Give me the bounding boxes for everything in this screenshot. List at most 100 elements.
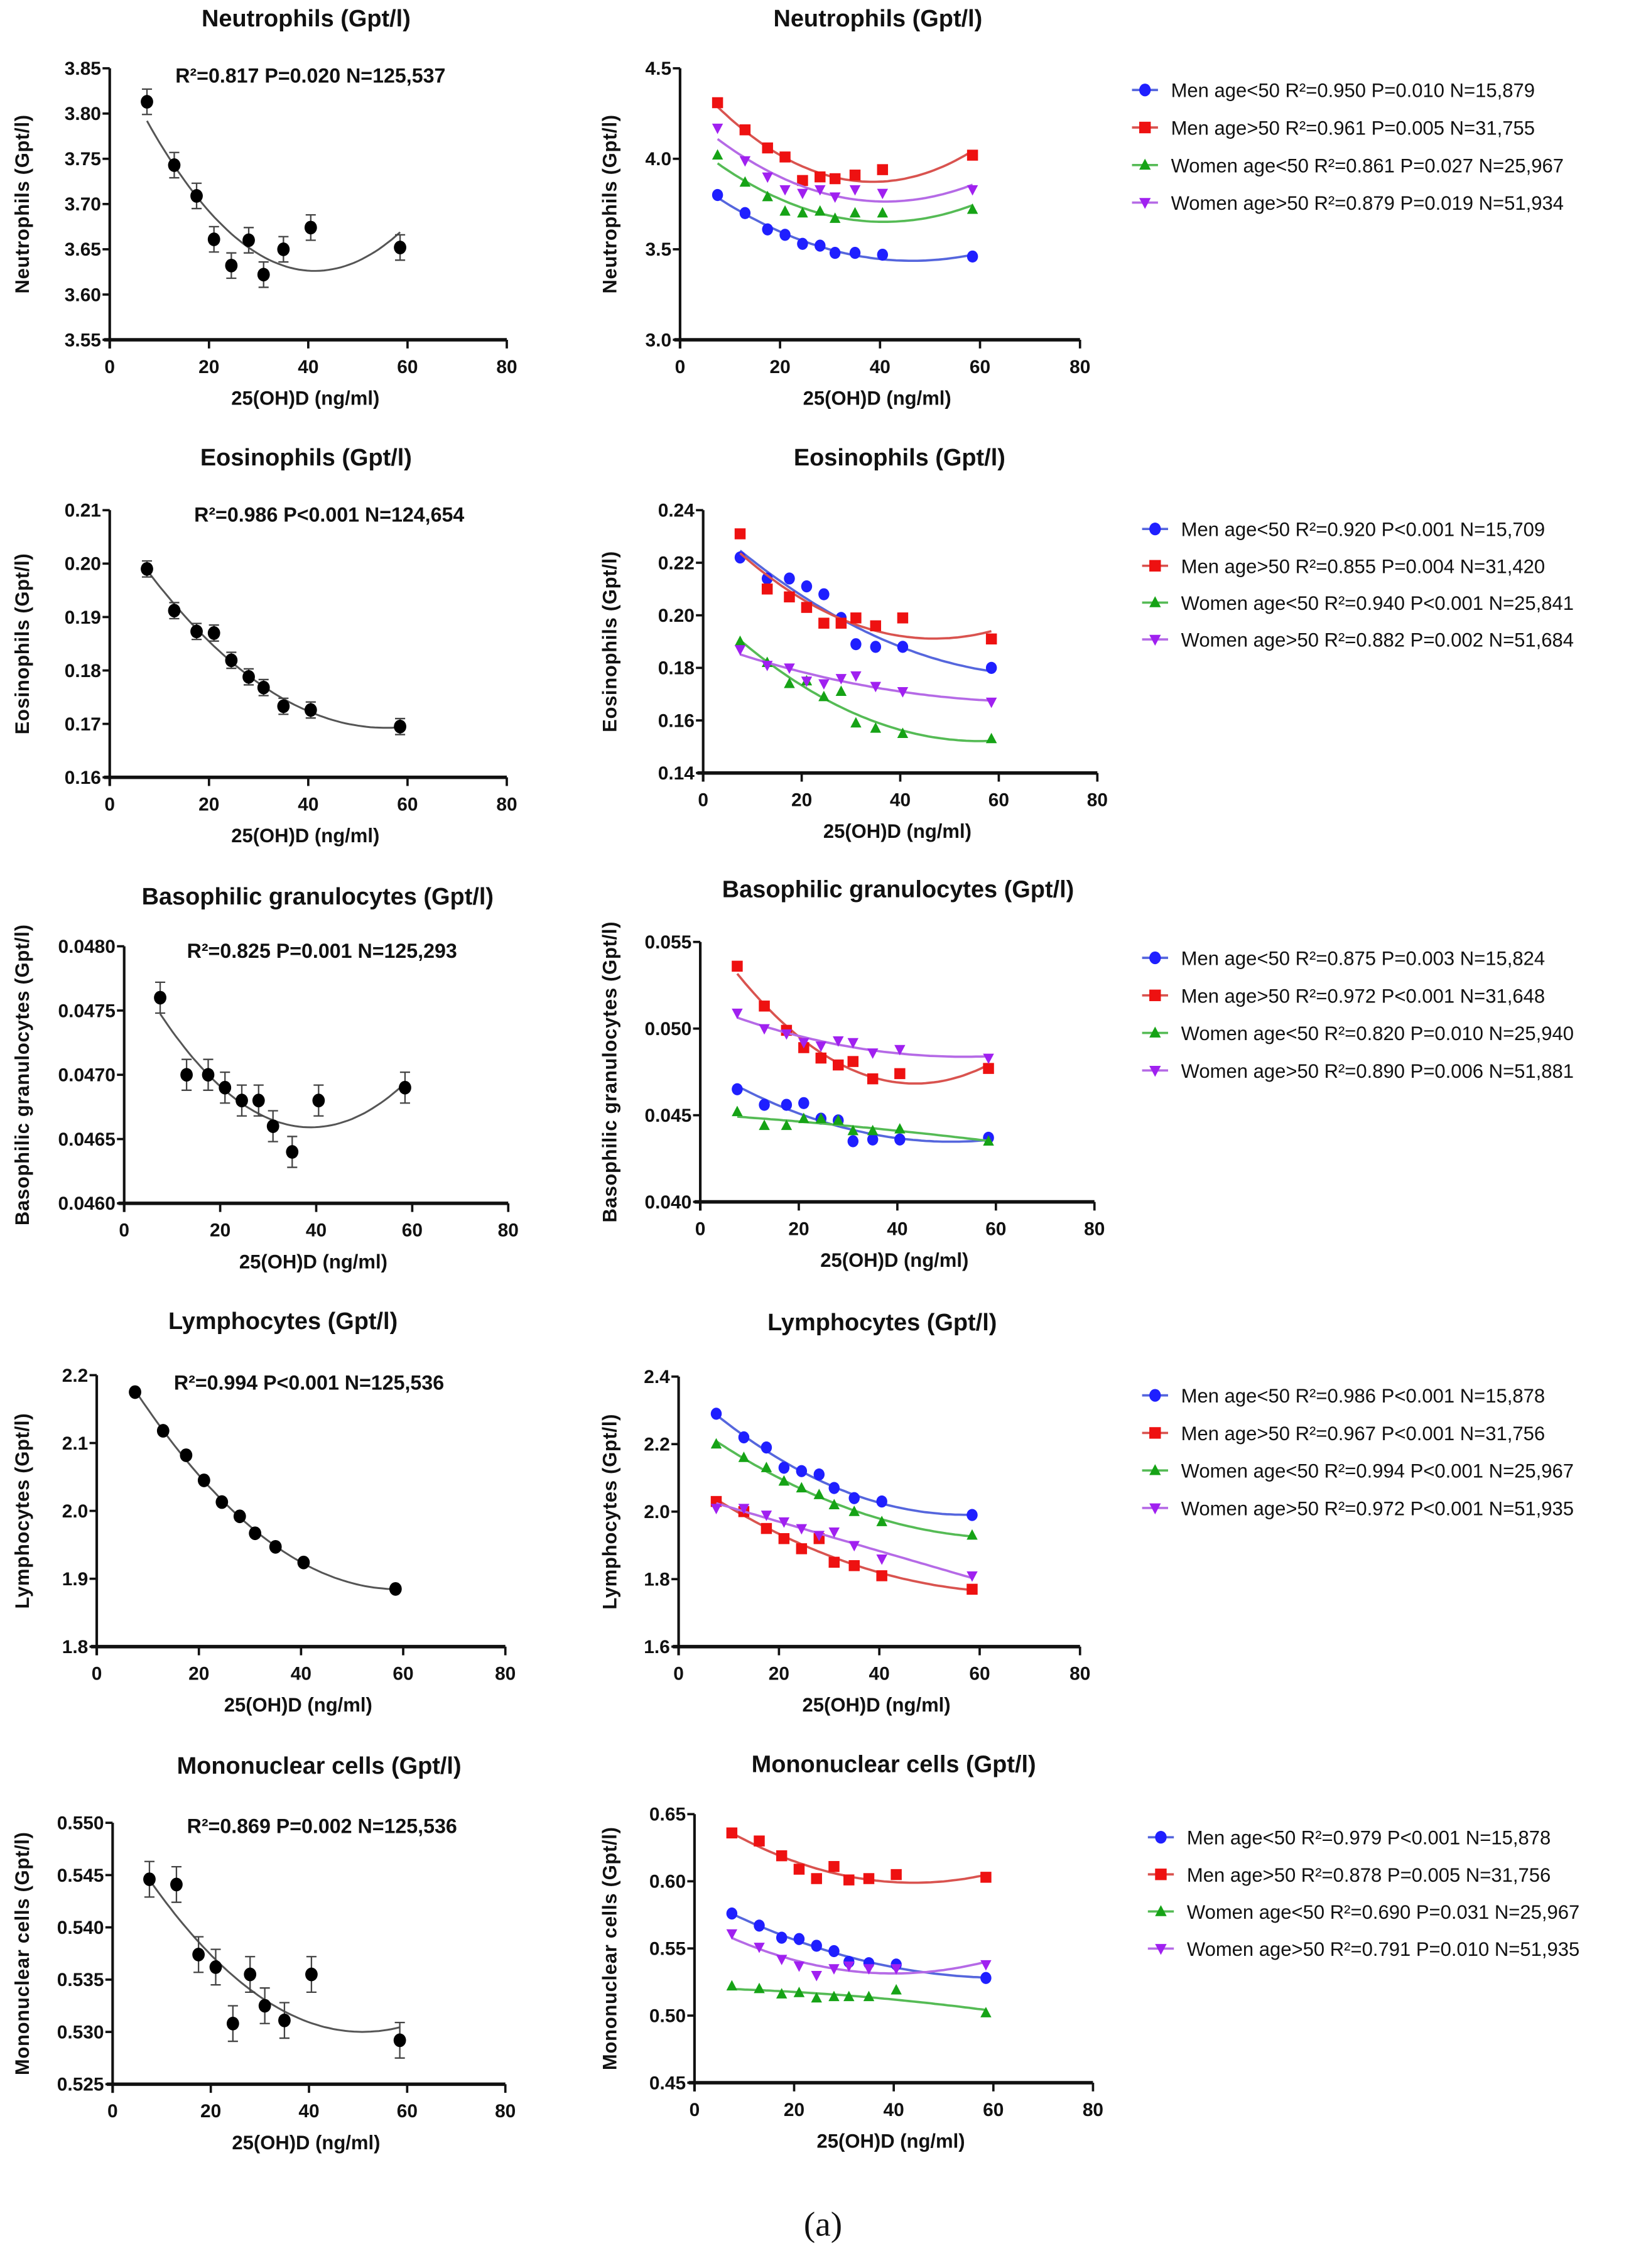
- y-tick-label: 0.545: [57, 1865, 104, 1886]
- x-tick-label: 80: [1083, 2100, 1103, 2120]
- x-tick-label: 40: [298, 794, 318, 815]
- marker-circle: [249, 1526, 262, 1541]
- marker-triangle-down: [761, 661, 773, 671]
- x-tick-label: 40: [291, 1664, 311, 1685]
- marker-circle: [712, 188, 723, 202]
- marker-circle: [180, 1448, 193, 1462]
- marker-triangle-down: [813, 1531, 825, 1541]
- marker-triangle-down: [776, 1955, 788, 1965]
- marker-square: [796, 1543, 808, 1555]
- legend-label: Women age>50 R²=0.882 P=0.002 N=51,684: [1181, 629, 1574, 651]
- y-tick-label: 3.85: [65, 58, 101, 79]
- y-tick-label: 0.0480: [58, 936, 116, 957]
- marker-triangle-up: [759, 1119, 770, 1131]
- marker-square: [784, 591, 795, 603]
- legend-label: Men age<50 R²=0.950 P=0.010 N=15,879: [1171, 80, 1535, 102]
- legend-label: Men age<50 R²=0.920 P<0.001 N=15,709: [1181, 519, 1545, 541]
- marker-triangle-down: [784, 663, 795, 674]
- marker-circle: [312, 1093, 325, 1108]
- marker-circle: [304, 703, 317, 717]
- marker-triangle-up: [848, 1506, 860, 1516]
- x-axis-label: 25(OH)D (ng/ml): [231, 825, 379, 847]
- x-tick-label: 0: [673, 1664, 684, 1685]
- x-tick-label: 40: [870, 357, 891, 377]
- panel-title: Eosinophils (Gpt/l): [794, 445, 1005, 471]
- marker-circle: [739, 207, 751, 219]
- marker-circle: [801, 580, 813, 593]
- marker-square: [1149, 1427, 1161, 1439]
- x-tick-label: 20: [769, 357, 790, 377]
- marker-square: [985, 633, 997, 645]
- marker-triangle-down: [796, 1524, 808, 1535]
- marker-triangle-down: [778, 1517, 790, 1528]
- legend-entry: Women age<50 R²=0.940 P<0.001 N=25,841: [1142, 592, 1574, 614]
- x-tick-label: 80: [1087, 790, 1108, 811]
- y-tick-label: 3.55: [65, 330, 101, 350]
- y-tick-label: 2.0: [644, 1502, 670, 1522]
- marker-square: [966, 1583, 978, 1595]
- marker-circle: [277, 699, 290, 713]
- marker-circle: [784, 572, 795, 585]
- marker-triangle-up: [815, 1112, 827, 1124]
- marker-circle: [209, 1960, 222, 1974]
- marker-triangle-up: [1149, 1026, 1161, 1038]
- marker-square: [754, 1835, 765, 1847]
- x-axis-label: 25(OH)D (ng/ml): [803, 1694, 951, 1716]
- marker-circle: [141, 562, 153, 576]
- marker-triangle-down: [833, 1036, 844, 1047]
- legend-label: Women age>50 R²=0.972 P<0.001 N=51,935: [1181, 1497, 1574, 1519]
- x-tick-label: 80: [496, 794, 517, 815]
- y-axis-label: Lymphocytes (Gpt/l): [11, 1413, 33, 1609]
- marker-square: [828, 1861, 840, 1872]
- marker-circle: [236, 1093, 248, 1108]
- y-axis-label: Mononuclear cells (Gpt/l): [599, 1826, 621, 2070]
- fit-curve: [717, 162, 973, 223]
- x-tick-label: 60: [402, 1220, 423, 1241]
- x-tick-label: 80: [498, 1220, 519, 1241]
- marker-triangle-up: [983, 1135, 994, 1146]
- y-tick-label: 0.45: [649, 2073, 686, 2093]
- marker-circle: [815, 239, 826, 252]
- marker-circle: [269, 1539, 282, 1554]
- marker-circle: [192, 1948, 205, 1961]
- marker-triangle-down: [815, 1041, 827, 1052]
- x-tick-label: 60: [397, 357, 418, 377]
- x-tick-label: 0: [698, 790, 708, 811]
- marker-circle: [305, 1967, 318, 1982]
- marker-square: [843, 1874, 855, 1885]
- marker-triangle-down: [1155, 1944, 1167, 1955]
- marker-circle: [1149, 951, 1161, 965]
- subgroup-panel: Basophilic granulocytes (Gpt/l) 0.040 0.04…: [599, 876, 1574, 1271]
- x-axis-label: 25(OH)D (ng/ml): [231, 387, 379, 409]
- marker-circle: [143, 1872, 156, 1886]
- legend-label: Men age>50 R²=0.878 P=0.005 N=31,756: [1187, 1864, 1551, 1886]
- marker-triangle-up: [850, 717, 862, 728]
- legend-entry: Women age>50 R²=0.972 P<0.001 N=51,935: [1142, 1497, 1574, 1519]
- x-tick-label: 80: [1084, 1218, 1105, 1239]
- x-axis-label: 25(OH)D (ng/ml): [224, 1694, 372, 1716]
- y-tick-label: 3.0: [646, 330, 672, 350]
- fit-curve: [739, 639, 992, 742]
- x-axis-label: 25(OH)D (ng/ml): [803, 387, 951, 409]
- marker-triangle-up: [710, 1438, 722, 1449]
- marker-triangle-down: [828, 1527, 840, 1538]
- legend-label: Men age>50 R²=0.972 P<0.001 N=31,648: [1181, 985, 1545, 1007]
- legend-entry: Women age>50 R²=0.890 P=0.006 N=51,881: [1142, 1060, 1574, 1082]
- x-tick-label: 40: [306, 1220, 327, 1241]
- marker-square: [815, 171, 826, 183]
- marker-triangle-down: [779, 185, 791, 196]
- marker-triangle-up: [980, 2007, 992, 2017]
- marker-square: [891, 1869, 902, 1880]
- y-tick-label: 1.8: [644, 1570, 670, 1590]
- marker-square: [734, 528, 746, 540]
- y-tick-label: 1.6: [644, 1637, 670, 1658]
- marker-circle: [761, 1441, 772, 1454]
- y-tick-label: 0.540: [57, 1918, 104, 1938]
- marker-circle: [156, 1424, 170, 1438]
- marker-triangle-up: [833, 1114, 844, 1125]
- marker-triangle-up: [849, 207, 861, 218]
- x-tick-label: 40: [298, 2101, 319, 2122]
- marker-square: [870, 620, 882, 632]
- marker-triangle-up: [797, 207, 808, 218]
- marker-triangle-up: [966, 203, 978, 214]
